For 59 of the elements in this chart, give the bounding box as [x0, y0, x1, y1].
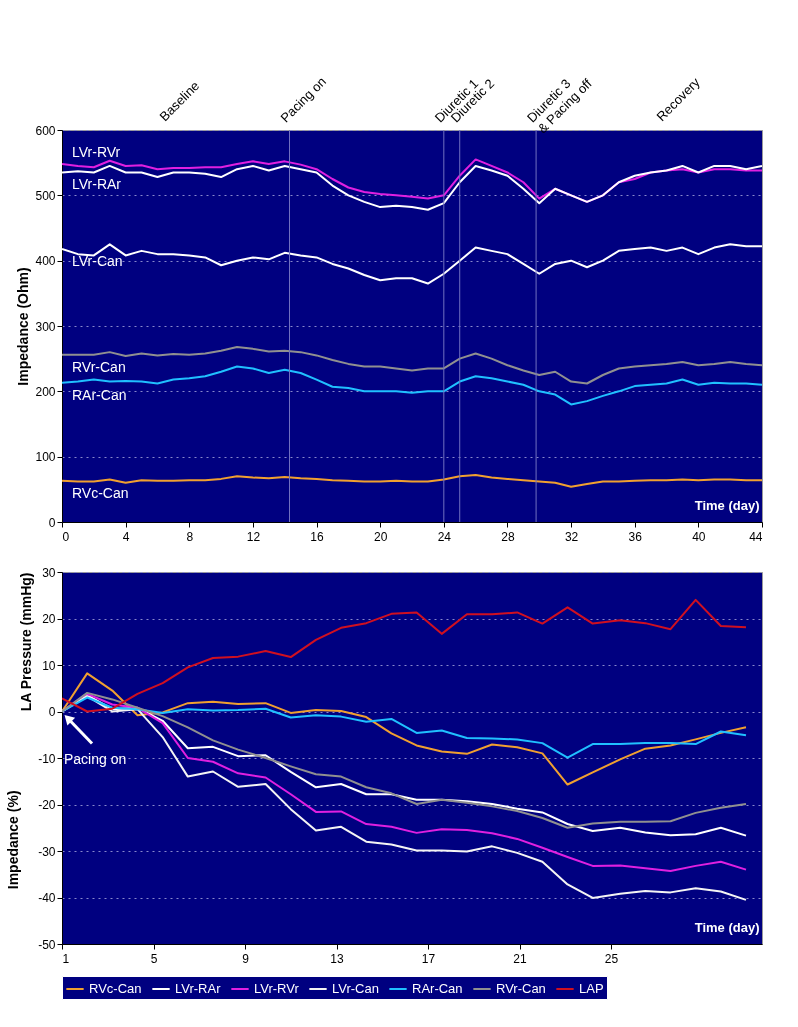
- x-tick-label: 20: [374, 529, 388, 544]
- line-series: [62, 473, 762, 488]
- legend-label: LVr-RVr: [254, 981, 300, 996]
- line-series: [62, 598, 747, 713]
- x-tick-label: 17: [421, 951, 436, 966]
- x-tick-label: 40: [692, 529, 706, 544]
- x-tick-label: 21: [513, 951, 528, 966]
- series-label: LVr-RVr: [72, 143, 121, 160]
- y-tick-label: 300: [35, 319, 56, 334]
- series-label: RVc-Can: [72, 484, 129, 501]
- x-axis-title: Time (day): [694, 919, 760, 935]
- y-tick-label: 10: [42, 658, 56, 673]
- legend-label: RAr-Can: [412, 981, 463, 996]
- x-tick-label: 5: [150, 951, 158, 966]
- y-tick-label: 500: [35, 188, 56, 203]
- y-tick-label: 600: [35, 123, 56, 138]
- y-axis-title: Impedance (Ohm): [15, 267, 32, 386]
- y-tick-label: 20: [42, 612, 56, 626]
- y-tick-label: 100: [35, 450, 56, 465]
- x-axis-title: Time (day): [694, 497, 760, 513]
- x-tick-label: 8: [186, 529, 194, 544]
- series-label: RVr-Can: [72, 358, 126, 375]
- x-tick-label: 25: [604, 951, 619, 966]
- x-tick-label: 44: [749, 529, 763, 544]
- legend-label: LVr-RAr: [175, 981, 222, 996]
- x-tick-label: 12: [246, 529, 261, 544]
- series-label: LVr-Can: [72, 252, 123, 269]
- series-label: LVr-RAr: [72, 176, 122, 193]
- y-tick-label: -30: [38, 844, 56, 859]
- x-tick-label: 32: [564, 529, 579, 544]
- x-tick-label: 0: [62, 529, 70, 544]
- y-tick-label: 0: [48, 705, 56, 719]
- x-tick-label: 16: [310, 529, 325, 544]
- y-tick-label: -10: [38, 751, 56, 766]
- x-tick-label: 36: [628, 529, 643, 544]
- y-tick-label: 30: [42, 565, 56, 580]
- y-tick-label: -50: [38, 937, 56, 952]
- legend-label: RVc-Can: [89, 981, 142, 996]
- line-series: [62, 243, 762, 285]
- y-tick-label: -40: [38, 891, 56, 905]
- y-axis-title: LA Pressure (mmHg): [18, 572, 35, 712]
- x-tick-label: 13: [330, 951, 344, 966]
- y-tick-label: 200: [35, 384, 56, 399]
- line-series: [62, 164, 762, 211]
- x-tick-label: 9: [242, 951, 250, 966]
- line-series: [62, 672, 747, 786]
- y-tick-label: 0: [48, 515, 56, 530]
- x-tick-label: 1: [62, 951, 70, 966]
- x-tick-label: 24: [437, 529, 452, 544]
- x-tick-label: 28: [501, 529, 515, 544]
- annotation: Pacing on: [64, 750, 127, 767]
- legend-label: LAP: [579, 981, 604, 996]
- x-tick-label: 4: [122, 529, 130, 544]
- text: Impedance (%): [5, 790, 21, 890]
- y-tick-label: -20: [38, 798, 56, 812]
- legend-label: LVr-Can: [332, 981, 379, 996]
- legend-label: RVr-Can: [496, 981, 546, 996]
- series-label: RAr-Can: [72, 386, 127, 403]
- y-tick-label: 400: [35, 254, 56, 269]
